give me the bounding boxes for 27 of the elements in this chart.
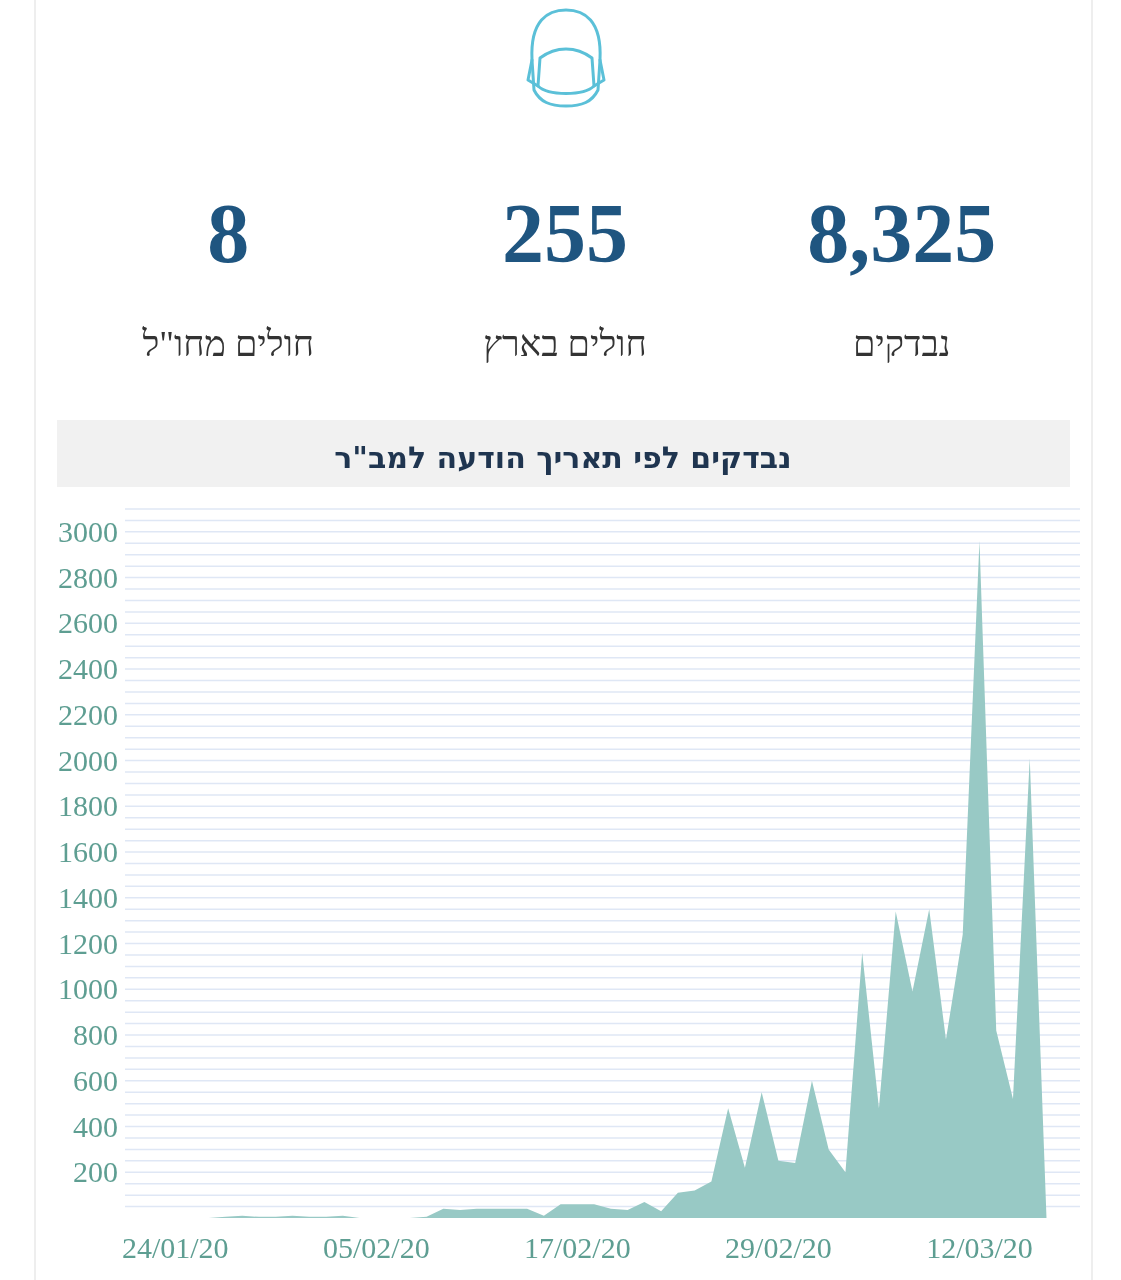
y-tick-label: 1600 xyxy=(58,835,118,869)
text: 255 xyxy=(502,187,628,280)
y-tick-label: 2600 xyxy=(58,606,118,640)
y-tick-label: 600 xyxy=(73,1063,118,1097)
y-tick-label: 1800 xyxy=(58,789,118,823)
text: נבדקים xyxy=(852,324,951,364)
y-tick-label: 200 xyxy=(73,1155,118,1189)
y-tick-label: 1400 xyxy=(58,880,118,914)
text: חולים מחו"ל xyxy=(141,324,315,364)
x-tick-label: 24/01/20 xyxy=(121,1231,229,1264)
y-tick-label: 800 xyxy=(73,1018,118,1052)
x-tick-label: 12/03/20 xyxy=(926,1231,1033,1264)
y-tick-label: 3000 xyxy=(58,514,118,548)
y-tick-label: 2000 xyxy=(58,743,118,777)
y-tick-label: 400 xyxy=(73,1109,118,1143)
y-tick-label: 2200 xyxy=(58,697,118,731)
x-tick-label: 17/02/20 xyxy=(524,1231,631,1264)
chart-title: נבדקים לפי תאריך הודעה למב"ר xyxy=(334,440,792,475)
y-tick-label: 1000 xyxy=(58,972,118,1006)
y-tick-label: 1200 xyxy=(58,926,118,960)
x-tick-label: 05/02/20 xyxy=(322,1231,430,1264)
x-tick-label: 29/02/20 xyxy=(725,1231,832,1264)
text: חולים בארץ xyxy=(483,324,647,364)
y-tick-label: 2800 xyxy=(58,560,118,594)
y-tick-label: 2400 xyxy=(58,652,118,686)
text: 8 xyxy=(207,187,250,280)
text: 8,325 xyxy=(807,187,997,280)
